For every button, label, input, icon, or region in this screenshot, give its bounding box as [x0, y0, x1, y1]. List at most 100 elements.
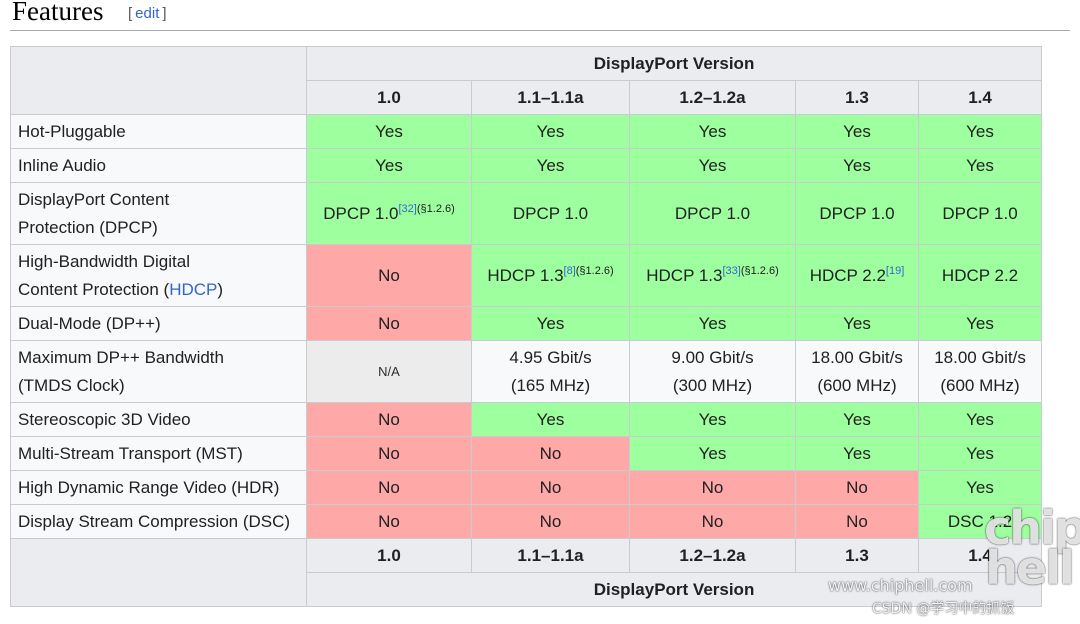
version-footer-1-2: 1.2–1.2a: [629, 538, 796, 573]
cell: No: [306, 402, 472, 437]
cell: No: [306, 436, 472, 471]
edit-bracket-open: [: [128, 5, 133, 22]
edit-link[interactable]: edit: [135, 5, 160, 22]
table-row: Inline Audio Yes Yes Yes Yes Yes: [10, 148, 1043, 183]
row-label-line2: Content Protection (HDCP): [18, 276, 300, 304]
reference-link[interactable]: [32]: [398, 202, 417, 215]
reference-link[interactable]: [19]: [885, 264, 905, 277]
table-row: Display Stream Compression (DSC) No No N…: [10, 504, 1043, 539]
table-row: High-Bandwidth Digital Content Protectio…: [10, 244, 1043, 307]
cell: DSC 1.2: [917, 504, 1043, 539]
section-ref: (§1.2.6): [740, 264, 779, 277]
row-label: Multi-Stream Transport (MST): [10, 436, 307, 471]
cell-ref: [8](§1.2.6): [564, 265, 614, 277]
chiphell-url-watermark: www.chiphell.com: [828, 576, 973, 595]
cell-line1: 18.00 Gbit/s: [934, 347, 1026, 367]
cell-line2: (300 MHz): [672, 375, 753, 395]
features-table: DisplayPort Version 1.0 1.1–1.1a 1.2–1.2…: [10, 46, 1043, 607]
version-header-1-3: 1.3: [795, 80, 919, 115]
table-row: Dual-Mode (DP++) No Yes Yes Yes Yes: [10, 306, 1043, 341]
cell: No: [795, 504, 919, 539]
cell-ref: [33](§1.2.6): [722, 265, 778, 277]
version-group-header: DisplayPort Version: [305, 46, 1043, 81]
edit-bracket-close: ]: [162, 5, 167, 22]
section-heading: Features [edit]: [10, 0, 1070, 31]
chiphell-logo-watermark: chip hell: [984, 501, 1080, 595]
label-text: ): [217, 279, 224, 299]
cell: Yes: [795, 114, 919, 149]
label-text: Content Protection (: [18, 279, 170, 299]
cell: N/A: [306, 340, 472, 403]
cell: Yes: [471, 402, 630, 437]
cell-line1: 18.00 Gbit/s: [811, 347, 903, 367]
cell: DPCP 1.0: [917, 182, 1043, 245]
table-row: Stereoscopic 3D Video No Yes Yes Yes Yes: [10, 402, 1043, 437]
cell-line2: (165 MHz): [510, 375, 591, 395]
cell-line2: (600 MHz): [817, 375, 897, 395]
cell: Yes: [629, 114, 796, 149]
reference-link[interactable]: [8]: [563, 264, 576, 277]
cell: Yes: [629, 402, 796, 437]
cell-text: HDCP 1.3: [487, 265, 564, 285]
cell: DPCP 1.0: [629, 182, 796, 245]
cell-text: HDCP 2.2: [809, 265, 886, 285]
cell: Yes: [471, 114, 630, 149]
row-label: High Dynamic Range Video (HDR): [10, 470, 307, 505]
cell: Yes: [306, 114, 472, 149]
csdn-watermark: CSDN @学习中的抓饭: [872, 601, 1015, 617]
row-label: High-Bandwidth Digital Content Protectio…: [10, 244, 307, 307]
row-label-line2: Protection (DPCP): [18, 217, 158, 237]
cell: No: [306, 306, 472, 341]
version-header-1-4: 1.4: [917, 80, 1043, 115]
cell: 18.00 Gbit/s (600 MHz): [795, 340, 919, 403]
cell: No: [306, 244, 472, 307]
cell-text: HDCP 1.3: [646, 265, 723, 285]
reference-link[interactable]: [33]: [722, 264, 741, 277]
cell: DPCP 1.0[32](§1.2.6): [306, 182, 472, 245]
cell: 18.00 Gbit/s (600 MHz): [917, 340, 1043, 403]
cell: DPCP 1.0: [795, 182, 919, 245]
cell: HDCP 1.3[33](§1.2.6): [629, 244, 796, 307]
row-label-line1: Maximum DP++ Bandwidth: [18, 347, 224, 367]
table-row: Multi-Stream Transport (MST) No No Yes Y…: [10, 436, 1043, 471]
cell: Yes: [795, 402, 919, 437]
row-label: Hot-Pluggable: [10, 114, 307, 149]
cell: Yes: [917, 470, 1043, 505]
row-label: Display Stream Compression (DSC): [10, 504, 307, 539]
cell: Yes: [795, 148, 919, 183]
version-header-1-0: 1.0: [306, 80, 472, 115]
version-header-1-2: 1.2–1.2a: [629, 80, 796, 115]
table-corner-bottom: [10, 538, 307, 607]
version-footer-1-3: 1.3: [795, 538, 919, 573]
cell: Yes: [795, 436, 919, 471]
row-label-line1: DisplayPort Content: [18, 189, 170, 209]
cell: No: [471, 470, 630, 505]
cell: Yes: [917, 114, 1043, 149]
row-label-line1: High-Bandwidth Digital: [18, 251, 190, 271]
row-label: Dual-Mode (DP++): [10, 306, 307, 341]
cell: Yes: [917, 306, 1043, 341]
cell-text: DPCP 1.0: [323, 203, 399, 223]
table-corner: [10, 46, 307, 115]
cell: Yes: [471, 306, 630, 341]
cell: Yes: [629, 306, 796, 341]
cell-line1: 4.95 Gbit/s: [509, 347, 592, 367]
cell-ref: [19]: [886, 265, 904, 277]
cell: No: [471, 504, 630, 539]
row-label: Maximum DP++ Bandwidth (TMDS Clock): [10, 340, 307, 403]
cell: DPCP 1.0: [471, 182, 630, 245]
hdcp-link[interactable]: HDCP: [169, 279, 218, 299]
cell: No: [629, 470, 796, 505]
cell: HDCP 1.3[8](§1.2.6): [471, 244, 630, 307]
cell: No: [471, 436, 630, 471]
cell: No: [306, 504, 472, 539]
row-label: Inline Audio: [10, 148, 307, 183]
cell: Yes: [917, 436, 1043, 471]
cell-line1: 9.00 Gbit/s: [671, 347, 754, 367]
version-footer-1-1: 1.1–1.1a: [471, 538, 630, 573]
cell: Yes: [629, 436, 796, 471]
cell: Yes: [306, 148, 472, 183]
cell: Yes: [917, 148, 1043, 183]
row-label: Stereoscopic 3D Video: [10, 402, 307, 437]
edit-section: [edit]: [128, 5, 167, 22]
